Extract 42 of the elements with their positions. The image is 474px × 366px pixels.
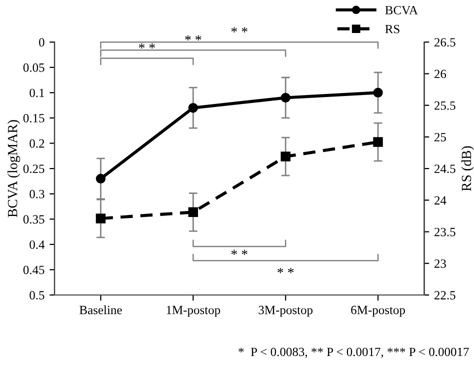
y-tick-label: 0.5 [30, 291, 44, 300]
x-tick-label: 6M-postop [351, 306, 405, 317]
y-tick-label: 0.2 [30, 139, 44, 148]
text: * * [231, 27, 248, 32]
x-tick-label: Baseline [80, 305, 122, 314]
y2-axis-title: RS (dB) [461, 146, 474, 192]
y2-tick-label: 26 [434, 70, 446, 78]
annotation: * * [231, 250, 248, 255]
y2-tick-label: 25 [434, 132, 446, 142]
x-tick-label: 3M-postop [258, 306, 313, 317]
y-axis-title: BCVA (logMAR) [8, 120, 20, 218]
legend-label: BCVA [385, 6, 418, 14]
y2-tick-label: 25.5 [434, 101, 456, 110]
text: * P < 0.0083, ** P < 0.0017, *** P < 0.00017 [238, 348, 469, 358]
y2-tick-label: 22.5 [434, 291, 456, 300]
point [188, 207, 198, 218]
point [188, 102, 198, 113]
y-tick-label: 0.45 [23, 266, 44, 274]
y-tick-label: 0.1 [30, 88, 44, 98]
point [280, 92, 290, 103]
y2-tick-label: 26.5 [434, 38, 456, 47]
annotation: * * [278, 268, 294, 274]
legend-label: RS [385, 24, 400, 34]
y2-tick-label: 23 [434, 259, 446, 268]
y-tick-label: 0.3 [30, 190, 44, 198]
point [373, 88, 383, 98]
y-tick-label: 0.15 [23, 114, 44, 122]
point [280, 152, 290, 162]
y-tick-label: 0.4 [30, 240, 45, 249]
y-tick-label: 0.05 [23, 63, 44, 72]
y2-tick-label: 23.5 [434, 228, 456, 236]
y2-tick-label: 24 [434, 196, 446, 204]
point [96, 174, 106, 184]
y-tick-label: 0 [39, 38, 44, 47]
annotation: * * [138, 43, 155, 49]
text: * * [185, 35, 202, 40]
y-tick-label: 0.25 [23, 164, 44, 174]
y-tick-label: 0.35 [23, 215, 44, 224]
x-tick-label: 1M-postop [166, 306, 220, 317]
y2-tick-label: 24.5 [434, 164, 456, 174]
point [96, 214, 106, 224]
point [373, 137, 383, 147]
